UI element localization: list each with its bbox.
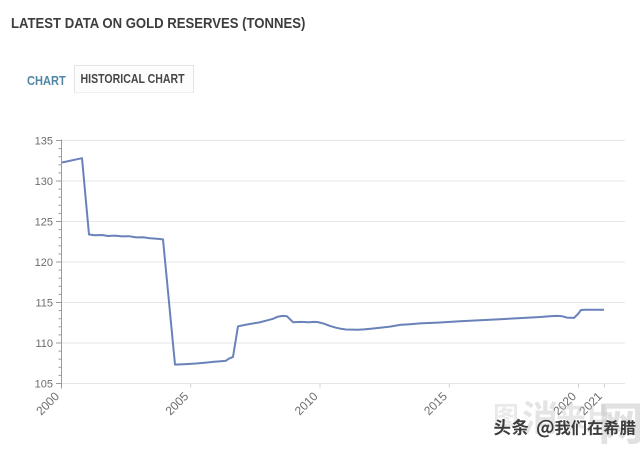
svg-text:105: 105 [35,378,53,390]
svg-text:110: 110 [35,338,53,350]
svg-text:115: 115 [35,297,53,309]
svg-text:2015: 2015 [421,389,450,418]
svg-text:2005: 2005 [163,389,192,418]
svg-text:125: 125 [35,216,53,228]
svg-text:130: 130 [35,176,53,188]
svg-text:2010: 2010 [292,389,321,418]
svg-text:2000: 2000 [33,389,62,418]
svg-text:120: 120 [35,257,53,269]
svg-text:135: 135 [35,135,53,147]
